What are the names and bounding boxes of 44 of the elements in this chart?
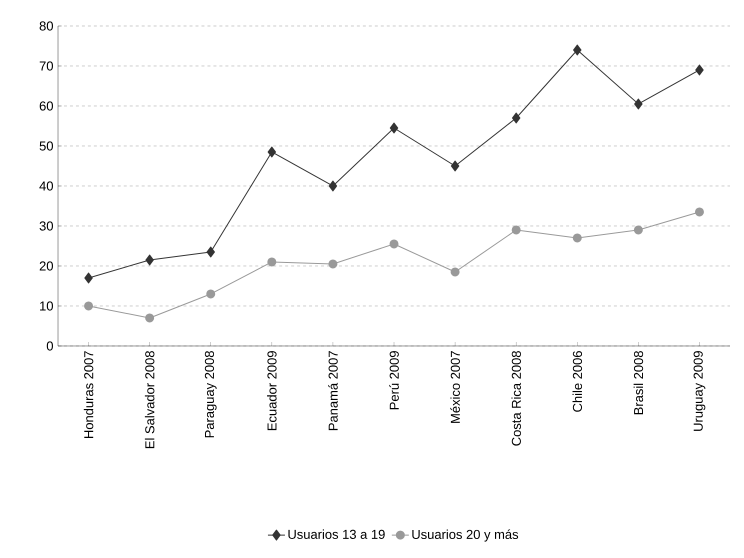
point (512, 225, 521, 234)
point (206, 289, 216, 298)
point (695, 64, 704, 76)
point (328, 180, 338, 192)
y-tick-label: 60 (40, 101, 53, 111)
x-tick-label: Ecuador 2009 (267, 351, 277, 430)
point (572, 233, 582, 242)
x-tick-label: Perú 2009 (389, 351, 399, 410)
x-tick-label: Uruguay 2009 (694, 351, 706, 431)
point (450, 267, 460, 276)
point (267, 257, 276, 266)
point (390, 239, 399, 248)
legend-label: Usuarios 20 y más (412, 529, 518, 542)
point (634, 98, 643, 110)
x-tick-label: El Salvador 2008 (144, 351, 154, 448)
point (512, 112, 520, 124)
y-tick-label: 0 (46, 341, 53, 351)
legend-label: Usuarios 13 a 19 (288, 529, 385, 539)
y-tick-label: 50 (40, 141, 53, 151)
point (84, 272, 93, 284)
x-tick-label: Brasil 2008 (634, 351, 644, 414)
point (145, 313, 154, 322)
x-tick-label: Panamá 2007 (328, 351, 338, 430)
point (450, 160, 460, 172)
point (145, 254, 154, 266)
point (694, 207, 704, 216)
point (573, 44, 582, 56)
x-tick-label: Paraguay 2008 (204, 351, 217, 438)
y-tick-label: 20 (40, 261, 53, 271)
x-tick-label: Honduras 2007 (84, 351, 94, 438)
y-tick-label: 70 (40, 61, 53, 71)
y-tick-label: 30 (40, 221, 53, 231)
x-tick-label: Costa Rica 2008 (511, 351, 521, 446)
point (390, 122, 398, 134)
point (634, 225, 643, 234)
y-tick-label: 40 (39, 181, 53, 191)
x-tick-label: Chile 2006 (572, 351, 582, 412)
point (206, 246, 215, 258)
x-tick-label: México 2007 (450, 351, 460, 423)
y-tick-label: 10 (40, 301, 53, 311)
y-tick-label: 80 (40, 21, 53, 31)
point (268, 146, 276, 158)
point (328, 259, 338, 268)
point (84, 301, 94, 310)
